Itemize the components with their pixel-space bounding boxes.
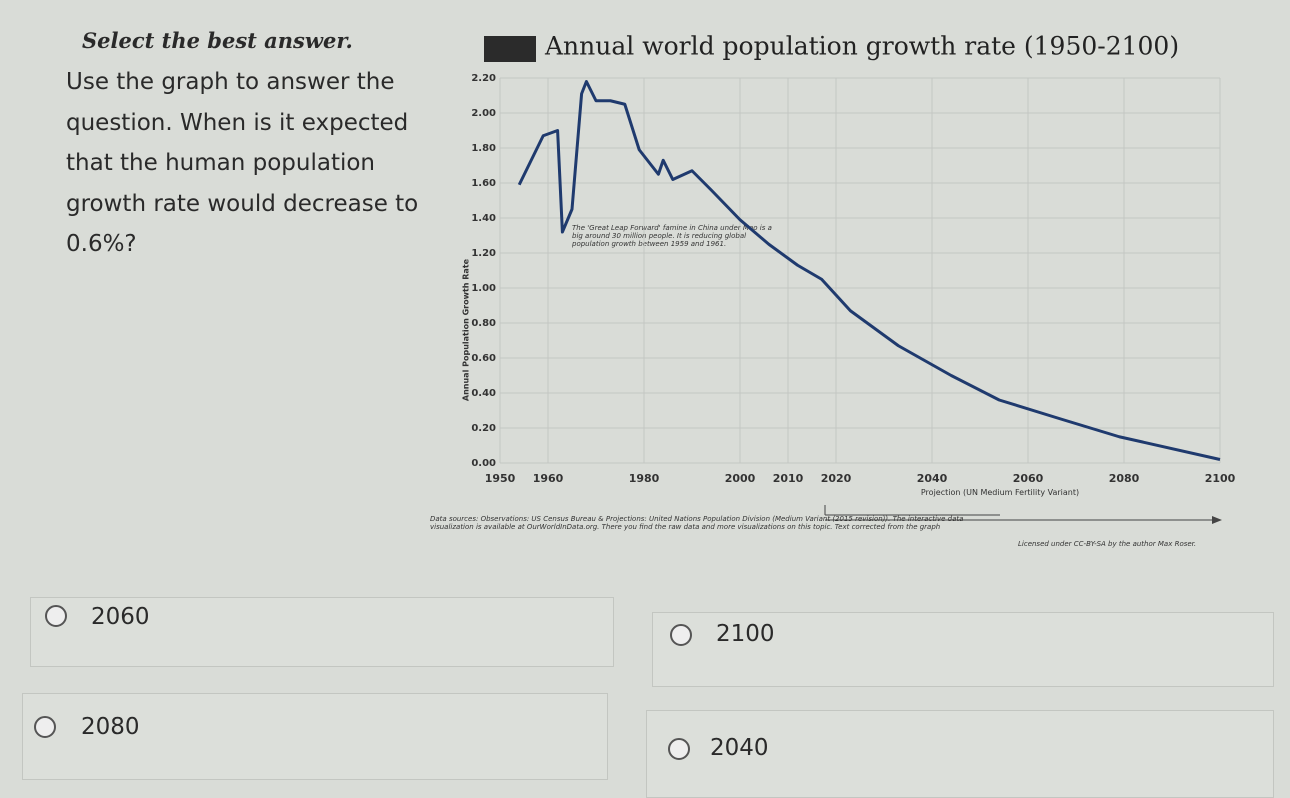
- annotation-box: The 'Great Leap Forward' famine in China…: [572, 224, 772, 248]
- question: Use the graph to answer the question. Wh…: [66, 69, 419, 257]
- x-tick-label: 2040: [917, 472, 948, 485]
- chart-title: Annual world population growth rate (195…: [544, 32, 1179, 61]
- radio[interactable]: [34, 716, 56, 738]
- data-line: [517, 80, 1221, 461]
- radio[interactable]: [45, 605, 67, 627]
- x-tick-label: 2060: [1013, 472, 1044, 485]
- radio[interactable]: [668, 738, 690, 760]
- option-box[interactable]: 2100: [652, 612, 1274, 687]
- annotation: The 'Great Leap Forward' famine in China…: [572, 224, 772, 248]
- y-tick-label: 1.20: [471, 248, 496, 259]
- y-tick-label: 1.00: [471, 283, 496, 294]
- option-box[interactable]: 2060: [30, 597, 614, 667]
- x-tick-label: 2020: [821, 472, 852, 485]
- x-tick-label: 2080: [1109, 472, 1140, 485]
- arrow-head: [1212, 516, 1222, 524]
- y-tick-label: 1.40: [471, 213, 496, 224]
- license: Licensed under CC-BY-SA by the author Ma…: [1018, 540, 1196, 548]
- projection-box: Projection (UN Medium Fertility Variant): [920, 488, 1080, 497]
- sources-box: Data sources: Observations: US Census Bu…: [430, 515, 964, 531]
- y-tick-label: 2.00: [471, 108, 496, 119]
- option-label[interactable]: 2040: [710, 735, 769, 761]
- title-bar: [484, 36, 536, 62]
- y-tick-label: 2.20: [471, 73, 496, 84]
- option-label[interactable]: 2080: [81, 714, 140, 740]
- y-tick-label: 1.60: [471, 178, 496, 189]
- y-tick-label: 0.60: [471, 353, 496, 364]
- projection-label: Projection (UN Medium Fertility Variant): [920, 488, 1080, 497]
- x-tick-label: 1950: [485, 472, 516, 485]
- y-tick-label: 0.20: [471, 423, 496, 434]
- radio[interactable]: [670, 624, 692, 646]
- x-tick-label: 1980: [629, 472, 660, 485]
- x-tick-label: 2000: [725, 472, 756, 485]
- y-tick-label: 0.00: [471, 458, 496, 469]
- y-axis-label: Annual Population Growth Rate: [462, 258, 471, 401]
- x-tick-label: 1960: [533, 472, 564, 485]
- option-box[interactable]: 2040: [646, 710, 1274, 798]
- option-label[interactable]: 2060: [91, 604, 150, 630]
- chart: Annual world population growth rate (195…: [430, 32, 1236, 549]
- y-tick-label: 0.80: [471, 318, 496, 329]
- y-tick-label: 1.80: [471, 143, 496, 154]
- instruction: Select the best answer.: [82, 28, 353, 53]
- x-tick-label: 2010: [773, 472, 804, 485]
- x-tick-label: 2100: [1205, 472, 1236, 485]
- option-label[interactable]: 2100: [716, 621, 775, 647]
- option-box[interactable]: 2080: [22, 693, 608, 780]
- projection-bracket: [824, 505, 1000, 516]
- y-tick-label: 0.40: [471, 388, 496, 399]
- sources: Data sources: Observations: US Census Bu…: [430, 515, 964, 531]
